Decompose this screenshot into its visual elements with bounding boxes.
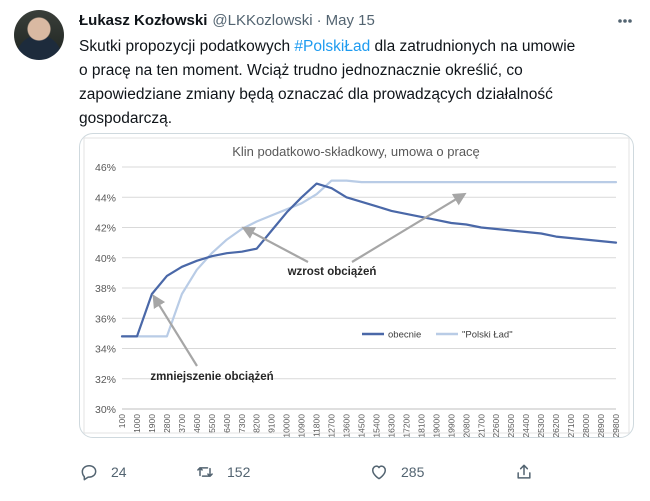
x-tick-label: 25300 <box>536 414 546 437</box>
x-tick-label: 12700 <box>327 414 337 437</box>
x-tick-label: 8200 <box>252 414 262 433</box>
x-tick-label: 100 <box>117 414 127 428</box>
y-tick-label: 34% <box>95 344 116 356</box>
x-tick-label: 20800 <box>461 414 471 437</box>
x-tick-label: 16300 <box>386 414 396 437</box>
x-tick-label: 7300 <box>237 414 247 433</box>
y-tick-label: 30% <box>95 404 116 416</box>
x-tick-label: 26200 <box>551 414 561 437</box>
series-line-polski-lad <box>120 179 618 338</box>
tweet-media-chart[interactable]: Klin podatkowo-składkowy, umowa o pracę 3… <box>79 133 634 438</box>
more-icon[interactable] <box>612 12 638 30</box>
tweet-actions: 24 152 285 <box>79 458 549 486</box>
legend-label-obecnie: obecnie <box>388 330 421 341</box>
tweet-date[interactable]: May 15 <box>325 11 375 29</box>
x-tick-label: 11800 <box>312 414 322 437</box>
chart: Klin podatkowo-składkowy, umowa o pracę 3… <box>83 137 630 437</box>
x-tick-label: 3700 <box>177 414 187 433</box>
text-segment: dla zatrudnionych na umowie <box>370 38 576 55</box>
x-tick-label: 21700 <box>476 414 486 437</box>
x-tick-label: 14500 <box>357 414 367 437</box>
tweet-text: Skutki propozycji podatkowych #PolskiŁad… <box>79 35 639 131</box>
x-tick-label: 28900 <box>596 414 606 437</box>
x-tick-label: 4600 <box>192 414 202 433</box>
x-tick-label: 6400 <box>222 414 232 433</box>
x-tick-label: 5500 <box>207 414 217 433</box>
share-button[interactable] <box>514 458 546 486</box>
x-tick-label: 9100 <box>267 414 277 433</box>
retweet-count: 152 <box>227 464 251 480</box>
tweet-text-line: zapowiedziane zmiany będą oznaczać dla p… <box>79 86 553 103</box>
x-tick-label: 10900 <box>297 414 307 437</box>
like-button[interactable]: 285 <box>369 458 424 486</box>
annotation-zmniejszenie: zmniejszenie obciążeń <box>150 371 273 383</box>
tweet-text-line: gospodarczą. <box>79 110 173 127</box>
x-tick-label: 15400 <box>371 414 381 437</box>
retweet-button[interactable]: 152 <box>195 458 250 486</box>
x-tick-label: 18100 <box>416 414 426 437</box>
y-tick-label: 32% <box>95 374 116 386</box>
x-tick-label: 29800 <box>611 414 621 437</box>
x-tick-label: 27100 <box>566 414 576 437</box>
tweet-text-line: o pracę na ten moment. Wciąż trudno jedn… <box>79 62 523 79</box>
avatar[interactable] <box>14 10 64 60</box>
like-count: 285 <box>401 464 425 480</box>
tweet-text-line: Skutki propozycji podatkowych #PolskiŁad… <box>79 35 639 59</box>
x-tick-label: 19900 <box>446 414 456 437</box>
x-tick-label: 24400 <box>521 414 531 437</box>
text-segment: Skutki propozycji podatkowych <box>79 38 295 55</box>
annotation-arrow <box>241 226 309 263</box>
x-tick-label: 17200 <box>401 414 411 437</box>
author-handle[interactable]: @LKKozlowski <box>212 11 313 29</box>
x-tick-label: 23500 <box>506 414 516 437</box>
legend-label-polski-lad: "Polski Ład" <box>462 330 513 341</box>
hashtag-link[interactable]: #PolskiŁad <box>294 38 371 55</box>
y-tick-label: 42% <box>95 223 116 235</box>
separator-dot: · <box>316 11 322 29</box>
x-tick-label: 22600 <box>491 414 501 437</box>
reply-icon <box>81 465 97 481</box>
author-name[interactable]: Łukasz Kozłowski <box>79 11 208 29</box>
annotation-arrow <box>351 192 467 263</box>
chart-frame <box>83 137 630 434</box>
like-icon <box>372 465 386 480</box>
y-tick-label: 44% <box>95 192 116 204</box>
x-tick-label: 10000 <box>282 414 292 437</box>
retweet-icon <box>197 467 213 477</box>
share-icon <box>517 464 531 479</box>
reply-button[interactable]: 24 <box>79 458 127 486</box>
x-tick-label: 1000 <box>132 414 142 433</box>
y-tick-label: 38% <box>95 283 116 295</box>
y-tick-label: 46% <box>95 162 116 174</box>
annotation-wzrost: wzrost obciążeń <box>287 266 377 278</box>
x-tick-label: 13600 <box>342 414 352 437</box>
x-tick-label: 1900 <box>147 414 157 433</box>
reply-count: 24 <box>111 464 127 480</box>
series-line-obecnie <box>120 182 618 338</box>
chart-title: Klin podatkowo-składkowy, umowa o pracę <box>232 144 480 159</box>
x-tick-label: 28000 <box>581 414 591 437</box>
tweet-header: Łukasz Kozłowski @LKKozlowski · May 15 <box>79 10 375 30</box>
y-tick-label: 36% <box>95 313 116 325</box>
annotation-arrow <box>152 294 198 367</box>
x-tick-label: 19000 <box>431 414 441 437</box>
x-tick-label: 2800 <box>162 414 172 433</box>
y-tick-label: 40% <box>95 253 116 265</box>
